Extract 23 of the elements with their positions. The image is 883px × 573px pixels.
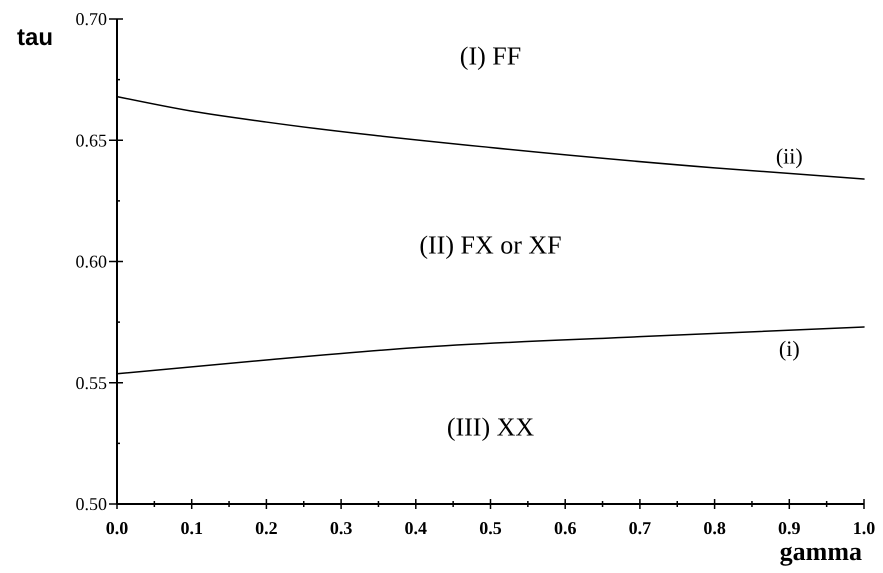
y-tick-label: 0.55	[76, 372, 107, 393]
x-tick-label: 0.3	[330, 518, 352, 538]
y-tick-label: 0.60	[76, 252, 107, 272]
x-tick-label: 0.6	[554, 518, 576, 538]
x-tick-label: 0.2	[255, 518, 278, 538]
annotation: (II) FX or XF	[419, 230, 562, 260]
x-tick-label: 0.5	[479, 518, 502, 538]
x-tick-label: 0.7	[628, 518, 652, 538]
y-tick-label: 0.65	[76, 130, 107, 150]
x-tick-label: 0.0	[106, 518, 128, 538]
x-tick-label: 0.8	[703, 518, 726, 538]
y-axis-title: tau	[17, 24, 53, 51]
x-tick-label: 0.4	[404, 518, 428, 538]
x-tick-label: 1.0	[852, 518, 876, 538]
x-tick-label: 0.1	[180, 518, 203, 538]
series-label: (i)	[778, 336, 800, 362]
annotation: (I) FF	[460, 41, 522, 70]
x-tick-label: 0.9	[778, 518, 801, 538]
y-tick-label: 0.50	[76, 494, 107, 514]
series-label: (ii)	[776, 143, 803, 168]
x-axis-title: gamma	[780, 537, 862, 566]
y-tick-label: 0.70	[76, 9, 107, 29]
annotation: (III) XX	[446, 412, 534, 442]
